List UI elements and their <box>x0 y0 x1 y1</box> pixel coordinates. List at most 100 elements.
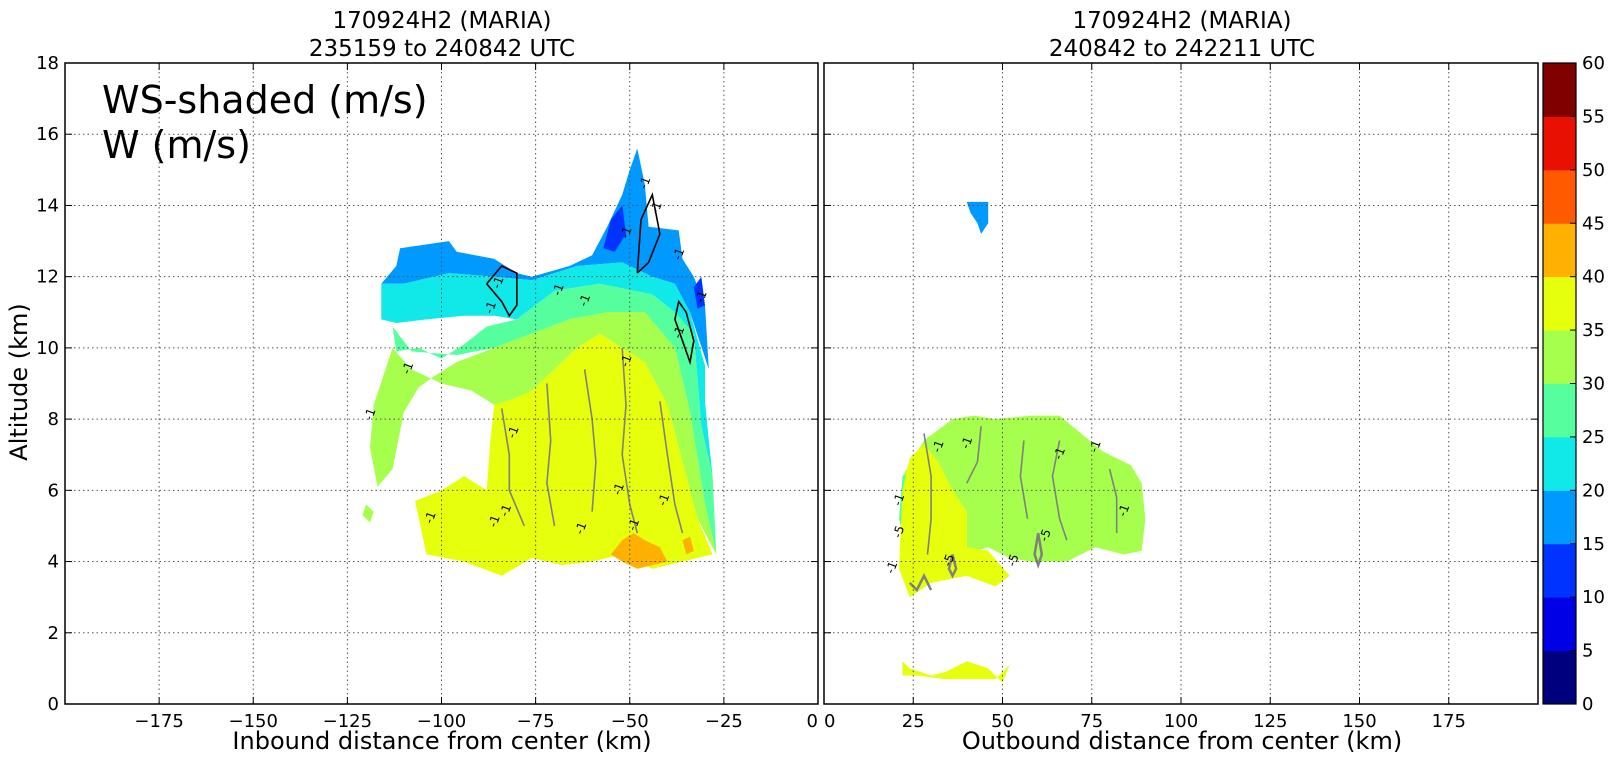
x-tick-label-7: 0 <box>807 711 818 732</box>
contour-label-9: -1 <box>883 559 900 575</box>
contour-label-7: -5 <box>1037 527 1054 543</box>
x-tick-label-6: −25 <box>705 711 743 732</box>
x-tick-label-0: 0 <box>824 711 835 732</box>
contour-label-18: -1 <box>486 513 503 529</box>
left-wind-speed-shading <box>362 148 717 576</box>
x-tick-label-4: 100 <box>1164 711 1198 732</box>
right-x-axis-label: Outbound distance from center (km) <box>962 727 1402 755</box>
ws-region-6 <box>415 333 713 576</box>
contour-label-6: -5 <box>890 524 907 540</box>
x-tick-label-2: 50 <box>991 711 1014 732</box>
w-contour-5 <box>621 347 639 534</box>
colorbar-bin-25-30 <box>1543 383 1576 438</box>
x-tick-label-2: −125 <box>323 711 372 732</box>
ws-region-0 <box>381 148 709 370</box>
x-tick-label-5: −50 <box>611 711 649 732</box>
right-subtitle: 240842 to 242211 UTC <box>1049 36 1315 62</box>
x-tick-label-0: −175 <box>134 711 183 732</box>
contour-label-13: -1 <box>504 424 521 440</box>
left-subtitle: 235159 to 240842 UTC <box>309 36 575 62</box>
ws-region-7 <box>610 533 668 569</box>
y-tick-label-9: 18 <box>36 53 59 74</box>
left-title: 170924H2 (MARIA) <box>332 8 551 34</box>
right-panel: 170924H2 (MARIA) 240842 to 242211 UTC Ou… <box>823 8 1539 755</box>
w-contour-1 <box>674 299 695 366</box>
colorbar-bin-40-45 <box>1543 223 1576 278</box>
w-contour-2 <box>636 192 661 274</box>
right-vertical-velocity-contours: -1 -1 -1 -1 -1 -1 -5 -5 -5 -1 -5 <box>883 426 1132 593</box>
colorbar-tick-label-7: 35 <box>1582 320 1605 341</box>
ws-region-1 <box>603 205 626 252</box>
x-tick-label-1: 25 <box>902 711 925 732</box>
w-contour-0 <box>486 265 518 318</box>
contour-label-5: -1 <box>890 492 907 508</box>
contour-label-0: -1 <box>929 438 946 454</box>
x-tick-label-3: 75 <box>1080 711 1103 732</box>
left-x-axis-label: Inbound distance from center (km) <box>232 727 651 755</box>
colorbar-tick-label-10: 50 <box>1582 160 1605 181</box>
right-plot-frame <box>823 62 1539 705</box>
y-tick-label-2: 4 <box>48 552 59 573</box>
contour-label-1: -1 <box>958 435 975 451</box>
colorbar-tick-label-6: 30 <box>1582 374 1605 395</box>
x-tick-label-5: 125 <box>1253 711 1287 732</box>
contour-label-19: -1 <box>497 502 514 518</box>
x-tick-label-4: −75 <box>517 711 555 732</box>
contour-label-1: -1 <box>361 406 378 422</box>
y-tick-label-7: 14 <box>36 195 59 216</box>
contour-label-5: -1 <box>576 292 593 308</box>
colorbar-bin-45-50 <box>1543 169 1576 224</box>
w-contour-4 <box>583 369 597 512</box>
colorbar-bin-55-60 <box>1543 63 1576 117</box>
right-ticks: 0 25 50 75 100 125 150 175 <box>823 62 1538 732</box>
w-contour-2 <box>1051 440 1068 541</box>
contour-label-3: -1 <box>489 274 506 290</box>
colorbar-tick-label-11: 55 <box>1582 106 1605 127</box>
contour-label-4: -1 <box>550 282 567 298</box>
colorbar: 0 5 10 15 20 25 30 35 40 45 50 55 60 <box>1542 53 1605 715</box>
x-tick-label-7: 175 <box>1432 711 1466 732</box>
contour-label-16: -1 <box>625 517 642 533</box>
ws-region-8 <box>682 536 694 555</box>
contour-label-7: -1 <box>636 175 653 191</box>
ws-region-3 <box>381 262 713 477</box>
x-tick-label-3: −100 <box>417 711 466 732</box>
colorbar-tick-label-1: 5 <box>1582 641 1593 662</box>
colorbar-bin-10-15 <box>1543 543 1576 598</box>
x-tick-label-1: −150 <box>229 711 278 732</box>
contour-label-10: -1 <box>693 289 710 305</box>
ws-region-5 <box>370 312 717 555</box>
colorbar-bin-5-10 <box>1543 597 1576 652</box>
w-contour-4 <box>1019 440 1029 519</box>
y-tick-label-0: 0 <box>48 694 59 715</box>
colorbar-tick-label-3: 15 <box>1582 534 1605 555</box>
contour-label-17: -1 <box>572 520 589 536</box>
contour-label-9: -1 <box>670 246 687 262</box>
w-contour-3 <box>500 408 526 527</box>
contour-label-2: -1 <box>1051 445 1068 461</box>
ws-region-4 <box>902 661 1010 683</box>
y-axis-label: Altitude (km) <box>5 303 33 460</box>
left-ticks: −175 −150 −125 −100 −75 −50 −25 0 0 2 4 6 8 10 12 14 16 1… <box>36 53 819 732</box>
w-contour-7 <box>659 401 684 534</box>
contour-label-2: -1 <box>482 299 499 315</box>
w-contour-0 <box>923 433 932 555</box>
ws-region-0 <box>966 201 989 234</box>
contour-label-10: -5 <box>940 552 957 568</box>
colorbar-bin-30-35 <box>1543 330 1576 384</box>
colorbar-bin-15-20 <box>1543 490 1576 545</box>
contour-label-12: -1 <box>617 353 634 369</box>
y-tick-label-6: 12 <box>36 267 59 288</box>
left-vertical-velocity-contours: -1-1-1-1 -1-1-1-1-1-1-1-1-1-1-1-1-1-1-1-1… <box>361 175 710 536</box>
colorbar-tick-label-2: 10 <box>1582 587 1605 608</box>
colorbar-bin-35-40 <box>1543 276 1576 331</box>
colorbar-bin-20-25 <box>1543 436 1576 491</box>
legend-line-ws: WS-shaded (m/s) <box>102 78 428 122</box>
w-contour-3 <box>1108 468 1118 534</box>
y-tick-label-8: 16 <box>36 124 59 145</box>
contour-label-4: -1 <box>1115 502 1132 518</box>
colorbar-tick-label-9: 45 <box>1582 213 1605 234</box>
colorbar-tick-label-8: 40 <box>1582 267 1605 288</box>
contour-label-8: -5 <box>1004 552 1021 568</box>
